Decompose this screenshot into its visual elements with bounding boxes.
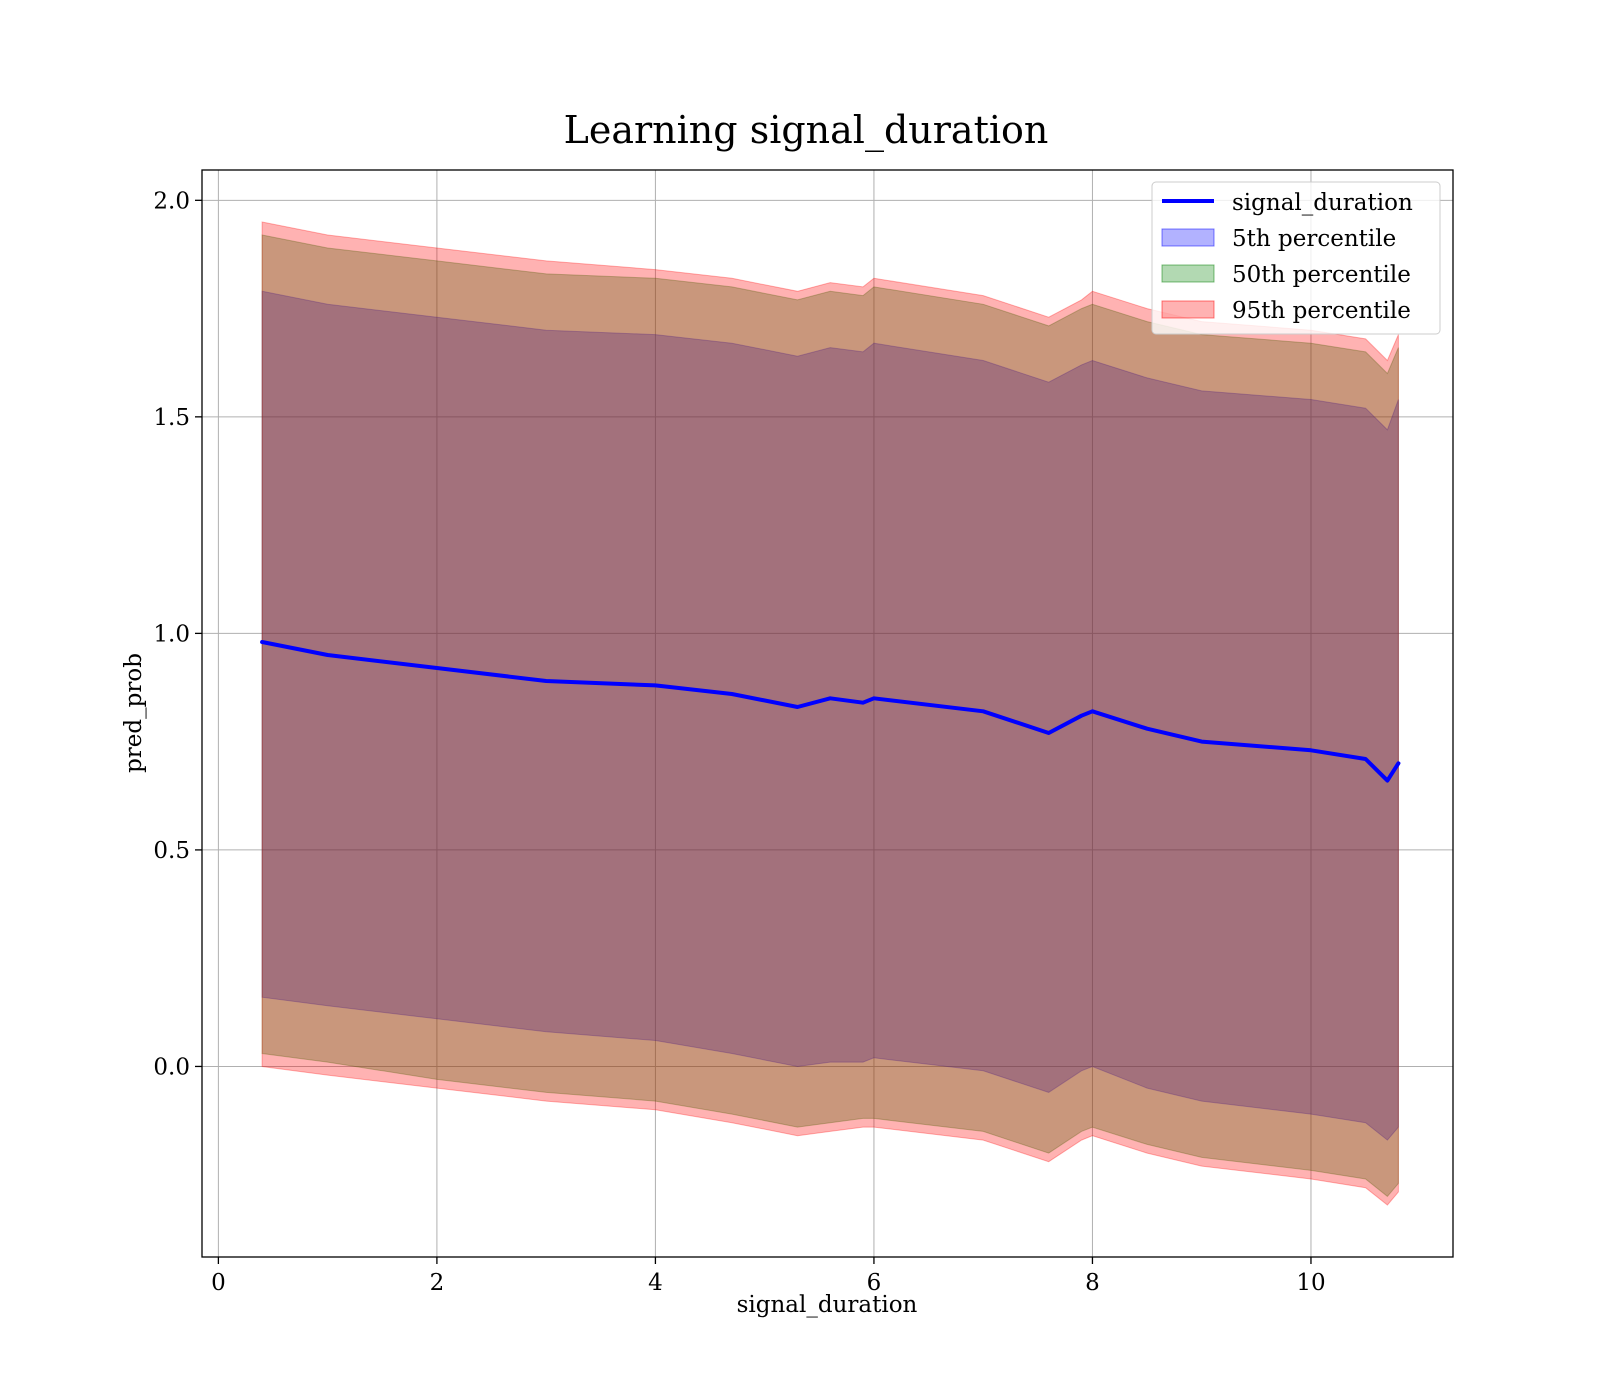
line-signal-duration [260, 640, 1401, 783]
x-tick-label: 8 [1085, 1270, 1100, 1296]
plot-frame [201, 169, 1454, 1258]
x-tick-label: 6 [867, 1270, 882, 1296]
legend-swatch-95th [1161, 300, 1215, 319]
y-tick-label: 1.5 [153, 405, 190, 431]
legend-swatch-50th [1161, 264, 1215, 283]
grid [202, 170, 1453, 1257]
legend-label-line: signal_duration [1232, 190, 1413, 216]
x-tick-label: 2 [430, 1270, 445, 1296]
x-axis-ticks: 0 2 4 6 8 10 [211, 1257, 1326, 1296]
band-5th-percentile [261, 290, 1399, 1141]
percentile-bands [261, 221, 1399, 1206]
y-axis-label: pred_prob [121, 653, 147, 773]
legend-swatch-5th [1161, 228, 1215, 247]
y-tick-label: 0.0 [153, 1054, 190, 1080]
legend-label-95th: 95th percentile [1232, 298, 1411, 324]
band-50th-percentile [261, 234, 1399, 1198]
x-tick-label: 10 [1296, 1270, 1325, 1296]
y-axis-ticks: 0.0 0.5 1.0 1.5 2.0 [153, 188, 202, 1080]
x-tick-label: 4 [648, 1270, 663, 1296]
legend: signal_duration 5th percentile 50th perc… [1151, 181, 1441, 335]
y-tick-label: 1.0 [153, 621, 190, 647]
legend-label-5th: 5th percentile [1232, 226, 1396, 252]
chart-title: Learning signal_duration [564, 108, 1049, 153]
x-axis-label: signal_duration [737, 1292, 918, 1318]
y-tick-label: 0.5 [153, 838, 190, 864]
legend-box [1151, 181, 1441, 335]
series-line [260, 640, 1401, 783]
band-95th-percentile [261, 221, 1399, 1206]
y-tick-label: 2.0 [153, 188, 190, 214]
legend-label-50th: 50th percentile [1232, 262, 1411, 288]
x-tick-label: 0 [211, 1270, 226, 1296]
